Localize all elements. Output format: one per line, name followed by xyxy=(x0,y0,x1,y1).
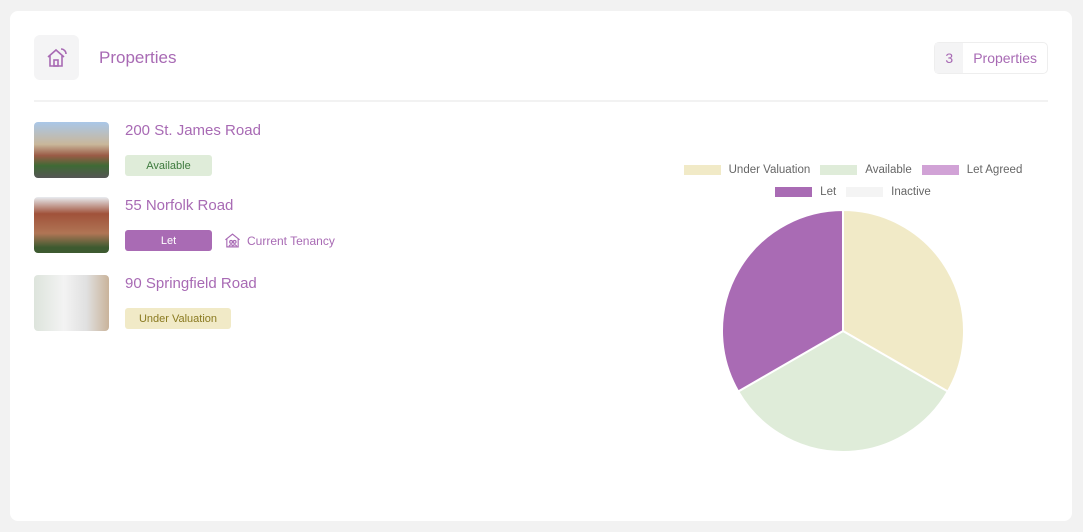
chart-legend-row1: Under Valuation Available Let Agreed xyxy=(630,164,1076,176)
legend-swatch xyxy=(820,165,858,175)
properties-count[interactable]: 3 Properties xyxy=(934,42,1048,74)
pie-slice-under-valuation[interactable] xyxy=(842,208,965,393)
page-title: Properties xyxy=(99,48,177,67)
status-badge: Under Valuation xyxy=(125,308,231,329)
tenancy-house-icon xyxy=(225,233,240,248)
properties-card: Properties 3 Properties 200 St. James Ro… xyxy=(10,11,1072,521)
legend-swatch xyxy=(921,165,959,175)
divider xyxy=(34,100,1048,102)
status-badge: Available xyxy=(125,155,212,176)
chart-legend-row2: Let Inactive xyxy=(630,186,1076,198)
count-label: Properties xyxy=(973,50,1037,66)
legend-swatch xyxy=(775,187,813,197)
legend-label: Available xyxy=(865,164,912,176)
property-name[interactable]: 200 St. James Road xyxy=(125,122,261,139)
current-tenancy-link[interactable]: Current Tenancy xyxy=(224,230,335,251)
property-thumbnail[interactable] xyxy=(34,275,109,331)
status-badge: Let xyxy=(125,230,212,251)
legend-label: Inactive xyxy=(891,186,931,198)
property-thumbnail[interactable] xyxy=(34,197,109,253)
legend-label: Under Valuation xyxy=(728,164,811,176)
pie-chart xyxy=(721,208,965,453)
legend-item[interactable]: Let Agreed xyxy=(921,164,1023,176)
legend-swatch xyxy=(683,165,721,175)
house-icon xyxy=(34,35,79,80)
legend-label: Let xyxy=(820,186,837,198)
property-name[interactable]: 90 Springfield Road xyxy=(125,275,257,292)
legend-label: Let Agreed xyxy=(966,164,1023,176)
legend-item[interactable]: Inactive xyxy=(846,186,931,198)
pie-slice-let[interactable] xyxy=(721,208,844,393)
property-thumbnail[interactable] xyxy=(34,122,109,178)
count-value: 3 xyxy=(935,43,964,73)
current-tenancy-label: Current Tenancy xyxy=(247,233,335,248)
legend-item[interactable]: Let xyxy=(775,186,836,198)
legend-swatch xyxy=(846,187,884,197)
legend-item[interactable]: Available xyxy=(820,164,912,176)
property-name[interactable]: 55 Norfolk Road xyxy=(125,197,234,214)
legend-item[interactable]: Under Valuation xyxy=(683,164,811,176)
